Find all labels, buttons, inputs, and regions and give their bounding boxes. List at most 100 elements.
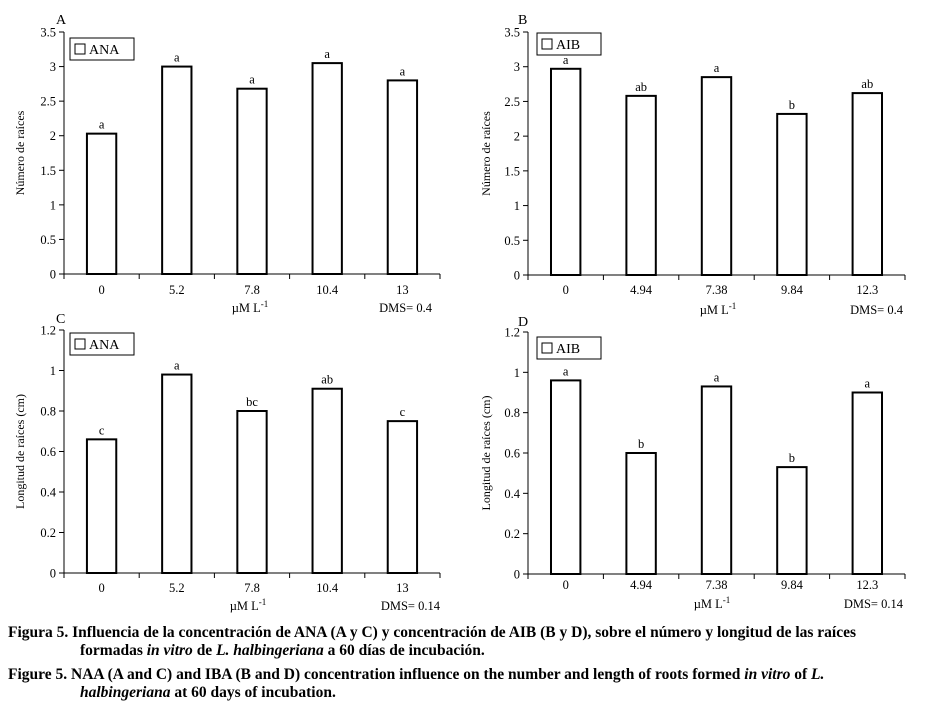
- y-tick-label: 0: [50, 567, 56, 581]
- bar: [700, 385, 733, 576]
- dms-label: DMS= 0.4: [379, 301, 433, 315]
- y-axis-label: Longitud de raíces (cm): [479, 396, 493, 511]
- legend-swatch: [541, 38, 553, 50]
- x-axis-unit-label: µM L-1: [700, 301, 737, 317]
- legend-frame: [69, 332, 135, 356]
- legend-swatch: [541, 342, 553, 354]
- y-tick-label: 0.5: [40, 233, 56, 247]
- x-tick-label: 7.8: [244, 283, 260, 297]
- y-tick-label: 2.5: [40, 95, 56, 109]
- y-tick-label: 1: [50, 198, 56, 212]
- caption-es-lead: Figura 5. Influencia de la concentración…: [8, 624, 857, 641]
- panel-label: B: [518, 13, 527, 28]
- significance-letter: c: [400, 405, 406, 419]
- legend-label: ANA: [89, 338, 120, 353]
- significance-letter: a: [324, 47, 330, 61]
- legend-swatch: [74, 338, 86, 350]
- bar: [85, 438, 118, 574]
- chart-panel-c: C 0 0.2 0.4 0.6 0.8 1 1.2 Longitud de raíces (cm…: [13, 312, 441, 613]
- panel-label: D: [518, 315, 528, 330]
- y-tick-label: 3: [50, 60, 56, 74]
- dms-label: DMS= 0.14: [381, 599, 441, 613]
- x-tick-label: 9.84: [781, 283, 804, 297]
- caption-en-italic-3: halbingeriana: [80, 684, 171, 701]
- x-axis-unit-label: µM L-1: [694, 595, 731, 611]
- unit-base: µM L: [694, 597, 723, 611]
- y-tick-label: 0.2: [504, 527, 520, 541]
- y-tick-label: 0.8: [40, 405, 56, 419]
- y-tick-label: 0.6: [40, 445, 56, 459]
- legend: ANA: [69, 332, 135, 356]
- caption-en-italic-1: in vitro: [744, 666, 791, 683]
- significance-letter: a: [714, 61, 720, 75]
- dms-label: DMS= 0.4: [850, 303, 904, 317]
- x-tick-label: 12.3: [856, 283, 878, 297]
- y-axis-label: Número de raíces: [13, 110, 27, 195]
- x-tick-label: 13: [396, 581, 409, 595]
- y-tick-label: 3: [514, 60, 520, 74]
- legend: AIB: [536, 336, 602, 360]
- significance-letter: a: [249, 73, 255, 87]
- legend-frame: [69, 37, 135, 61]
- unit-base: µM L: [230, 599, 259, 613]
- x-tick-label: 0: [563, 578, 569, 592]
- x-tick-label: 7.38: [706, 283, 728, 297]
- bar: [311, 62, 343, 275]
- legend-swatch: [74, 43, 86, 55]
- bar: [549, 67, 582, 276]
- x-tick-label: 4.94: [630, 578, 653, 592]
- caption-english: Figure 5. NAA (A and C) and IBA (B and D…: [8, 666, 936, 702]
- bar: [85, 132, 118, 275]
- significance-letter: b: [638, 437, 644, 451]
- caption-es-continuation: formadas in vitro de L. halbingeriana a …: [8, 642, 936, 660]
- y-tick-label: 0: [514, 568, 520, 582]
- y-tick-label: 1: [514, 199, 520, 213]
- chart-panel-d: D 0 0.2 0.4 0.6 0.8 1 1.2 Longitud de raíces (cm…: [479, 315, 906, 611]
- unit-superscript: -1: [259, 597, 267, 607]
- y-tick-label: 3.5: [504, 26, 520, 40]
- significance-letter: a: [99, 118, 105, 132]
- y-tick-label: 0: [514, 269, 520, 283]
- y-tick-label: 3.5: [40, 26, 56, 40]
- bar: [236, 410, 268, 574]
- y-tick-label: 1: [514, 366, 520, 380]
- bar: [776, 466, 808, 575]
- significance-letter: a: [174, 359, 180, 373]
- y-tick-label: 1.5: [504, 164, 520, 178]
- bar: [851, 391, 884, 575]
- bar: [549, 379, 582, 575]
- bar: [625, 452, 657, 575]
- x-tick-label: 5.2: [169, 581, 185, 595]
- significance-letter: ab: [861, 77, 873, 91]
- unit-base: µM L: [232, 301, 261, 315]
- y-tick-label: 0.2: [40, 526, 56, 540]
- y-axis-label: Longitud de raíces (cm): [13, 394, 27, 509]
- significance-letter: c: [99, 423, 105, 437]
- bar: [311, 387, 343, 574]
- significance-letter: a: [174, 51, 180, 65]
- legend-label: AIB: [556, 38, 580, 53]
- y-tick-label: 1.2: [40, 324, 56, 338]
- unit-superscript: -1: [723, 595, 731, 605]
- caption-en-text-1: Figure 5. NAA (A and C) and IBA (B and D…: [8, 666, 745, 683]
- legend-label: ANA: [89, 43, 120, 58]
- y-tick-label: 1.2: [504, 326, 520, 340]
- caption-es-italic-2: L. halbingeriana: [216, 642, 324, 659]
- significance-letter: ab: [321, 373, 333, 387]
- unit-superscript: -1: [729, 301, 737, 311]
- y-tick-label: 2: [50, 129, 56, 143]
- caption-en-text-3: at 60 days of incubation.: [170, 684, 336, 701]
- y-axis-label: Número de raíces: [479, 111, 493, 196]
- legend: ANA: [69, 37, 135, 61]
- bar: [625, 94, 657, 276]
- bar: [386, 420, 419, 574]
- x-tick-label: 5.2: [169, 283, 185, 297]
- chart-panel-a: A 0 0.5 1 1.5 2 2.5 3 3.5 Número de raíces a 0 a 5.2 a…: [13, 13, 441, 315]
- x-axis-unit-label: µM L-1: [230, 597, 267, 613]
- unit-base: µM L: [700, 303, 729, 317]
- significance-letter: b: [789, 451, 795, 465]
- caption-es-italic-1: in vitro: [146, 642, 193, 659]
- x-tick-label: 10.4: [316, 283, 339, 297]
- caption-es-text-2: de: [192, 642, 217, 659]
